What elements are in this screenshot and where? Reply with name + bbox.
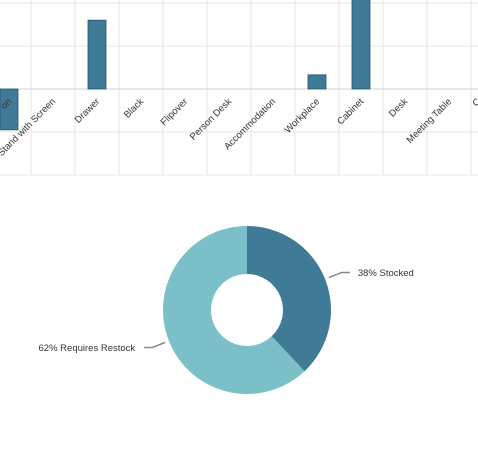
x-tick-label: Meeting Table bbox=[405, 96, 454, 145]
donut-chart: 38% Stocked 62% Requires Restock bbox=[39, 226, 414, 394]
slice-value-label: 38% bbox=[358, 268, 378, 279]
pie-slice bbox=[163, 226, 305, 394]
x-tick-label: Person Desk bbox=[188, 96, 234, 142]
bar bbox=[0, 88, 19, 131]
bar-chart bbox=[0, 0, 478, 176]
x-tick-label: Drawer bbox=[73, 96, 102, 125]
slice-name: Stocked bbox=[379, 268, 413, 279]
bar bbox=[307, 74, 327, 90]
x-tick-label: Desk bbox=[387, 96, 410, 119]
pie-slice bbox=[247, 226, 331, 372]
bar bbox=[351, 0, 371, 90]
x-tick-label: Cabinet bbox=[335, 96, 366, 127]
x-tick-label: Black bbox=[122, 96, 146, 120]
x-tick-label: Workplace bbox=[283, 96, 322, 135]
bar bbox=[87, 19, 107, 90]
leader-line bbox=[144, 341, 166, 349]
slice-value-label: 62% bbox=[39, 343, 59, 354]
leader-line bbox=[328, 271, 350, 279]
slice-name: Requires Restock bbox=[60, 343, 135, 354]
x-tick-label: C bbox=[470, 96, 478, 109]
slice-label: 62% Requires Restock bbox=[39, 343, 136, 354]
slice-label: 38% Stocked bbox=[358, 268, 414, 279]
